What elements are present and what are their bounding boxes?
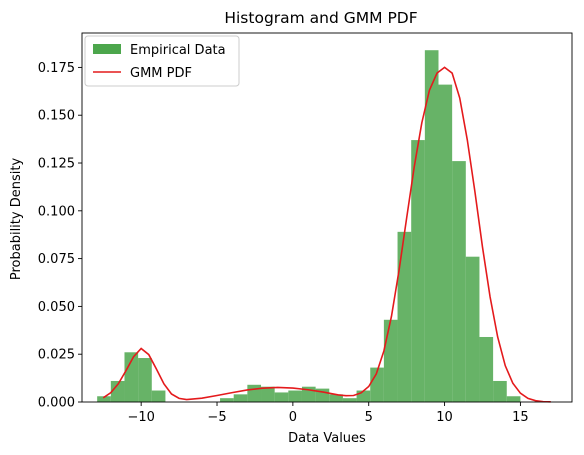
legend: Empirical Data GMM PDF — [84, 35, 240, 87]
histogram-bar — [479, 336, 494, 402]
histogram-bar — [329, 394, 343, 402]
histogram-bar — [288, 390, 302, 402]
chart-title: Histogram and GMM PDF — [224, 9, 417, 27]
y-tick-label: 0.050 — [38, 300, 75, 315]
histogram-bar — [138, 358, 152, 402]
gmm-pdf-line — [102, 66, 551, 403]
histogram-bar — [110, 380, 125, 402]
histogram-bar — [465, 256, 480, 402]
y-tick-label: 0.150 — [38, 109, 75, 124]
x-tick-label: 0 — [289, 410, 297, 425]
y-tick-label: 0.175 — [38, 61, 75, 76]
histogram-bar — [233, 394, 248, 402]
histogram-bar — [261, 386, 275, 402]
y-tick-label: 0.125 — [38, 157, 75, 172]
y-tick-label: 0.000 — [38, 396, 75, 411]
legend-label-gmm-pdf: GMM PDF — [130, 66, 192, 81]
histogram-bar — [438, 84, 453, 403]
y-tick-label: 0.075 — [38, 252, 75, 267]
histogram-bar — [124, 352, 139, 402]
axes-border — [81, 32, 573, 403]
histogram-bar — [493, 380, 507, 402]
x-tick-label: 5 — [365, 410, 373, 425]
y-axis-label: Probability Density — [9, 158, 24, 281]
legend-box — [84, 35, 240, 87]
plot-area — [97, 50, 551, 403]
legend-swatch-empirical-data — [93, 44, 121, 54]
x-tick-label: −10 — [127, 410, 154, 425]
y-tick-label: 0.025 — [38, 348, 75, 363]
x-axis-ticks: −10 −5 0 5 10 15 — [127, 402, 529, 425]
histogram-bar — [247, 384, 262, 402]
x-axis-label: Data Values — [288, 431, 366, 446]
histogram-bar — [370, 367, 384, 402]
histogram-bar — [424, 50, 439, 403]
histogram-bar — [411, 140, 425, 402]
x-tick-label: 10 — [436, 410, 453, 425]
histogram-bar — [383, 319, 398, 402]
histogram-bar — [274, 392, 289, 402]
histogram-bar — [356, 390, 371, 402]
histogram-bar — [97, 396, 111, 402]
y-axis-ticks: 0.000 0.025 0.050 0.075 0.100 0.125 0.150 0.175 — [38, 61, 82, 411]
histogram-bar — [397, 231, 412, 402]
histogram-bar — [452, 161, 466, 402]
histogram-bar — [342, 398, 357, 402]
histogram-bars — [97, 50, 521, 403]
histogram-bar — [151, 390, 166, 402]
x-tick-label: −5 — [207, 410, 226, 425]
histogram-bar — [220, 398, 234, 402]
x-tick-label: 15 — [512, 410, 529, 425]
legend-label-empirical-data: Empirical Data — [130, 43, 226, 58]
axes-frame — [81, 32, 573, 403]
histogram-bar — [506, 396, 521, 402]
y-tick-label: 0.100 — [38, 204, 75, 219]
